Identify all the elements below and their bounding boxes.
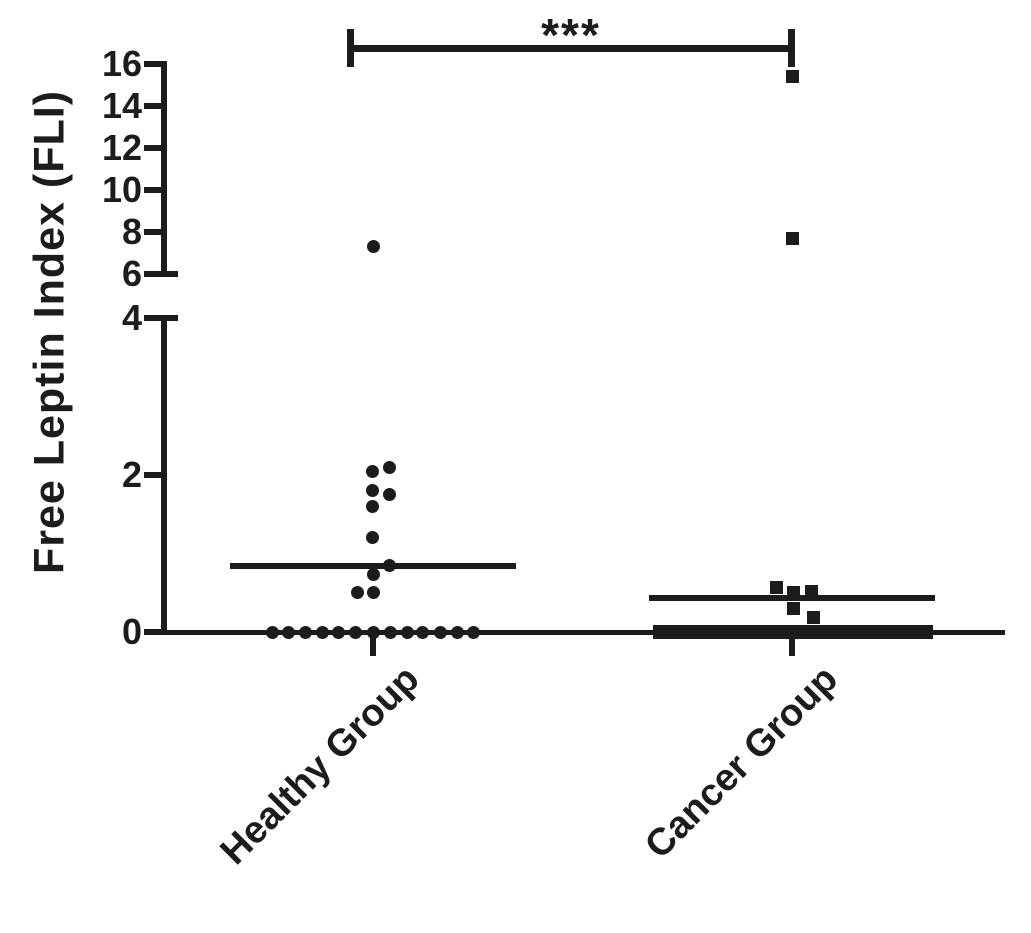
y-tick-label: 2: [121, 454, 142, 495]
y-axis-upper-segment: [161, 61, 167, 277]
data-point-square: [786, 70, 799, 83]
y-axis-lower-segment: [161, 315, 167, 635]
y-tick-label: 0: [121, 611, 142, 652]
data-point-circle: [401, 626, 414, 639]
data-point-circle: [416, 626, 429, 639]
data-point-circle: [451, 626, 464, 639]
data-point-circle: [366, 500, 379, 513]
y-tick: [144, 103, 161, 109]
y-tick: [144, 187, 161, 193]
data-point-circle: [366, 465, 379, 478]
data-point-circle: [332, 626, 345, 639]
y-axis-break-cap: [144, 271, 178, 277]
x-axis-line: [161, 630, 1005, 635]
y-tick-label: 12: [101, 127, 142, 168]
y-tick: [144, 629, 161, 635]
data-point-circle: [316, 626, 329, 639]
y-tick-label: 16: [101, 43, 142, 84]
data-point-square: [787, 602, 800, 615]
data-point-circle: [367, 568, 380, 581]
x-tick-cancer: [789, 632, 795, 656]
data-point-circle: [434, 626, 447, 639]
data-point-circle: [383, 488, 396, 501]
significance-label: ***: [541, 9, 601, 61]
x-tick-healthy: [370, 632, 376, 656]
data-point-circle: [367, 586, 380, 599]
significance-bracket-line: [347, 45, 795, 52]
y-tick-label: 8: [121, 211, 142, 252]
data-point-circle: [266, 626, 279, 639]
y-tick: [144, 145, 161, 151]
y-tick: [144, 61, 161, 67]
y-tick-label: 14: [101, 85, 142, 126]
data-point-circle: [282, 626, 295, 639]
y-tick-label: 4: [121, 297, 142, 338]
data-point-circle: [299, 626, 312, 639]
mean-line: [649, 595, 935, 601]
y-tick-label: 10: [101, 169, 142, 210]
y-tick: [144, 229, 161, 235]
significance-bracket-left-cap: [347, 29, 354, 67]
data-point-square: [805, 585, 818, 598]
data-point-circle: [383, 461, 396, 474]
data-point-circle: [367, 626, 380, 639]
data-point-circle: [367, 240, 380, 253]
mean-line: [230, 563, 516, 569]
data-point-square: [770, 581, 783, 594]
zero-overlap-band: [653, 625, 933, 639]
data-point-square: [786, 232, 799, 245]
significance-bracket-right-cap: [788, 29, 795, 67]
data-point-circle: [467, 626, 480, 639]
y-axis-title: Free Leptin Index (FLI): [25, 89, 74, 575]
y-tick: [144, 472, 161, 478]
data-point-circle: [366, 531, 379, 544]
data-point-circle: [351, 586, 364, 599]
y-tick-label: 6: [121, 253, 142, 294]
data-point-circle: [366, 484, 379, 497]
data-point-circle: [349, 626, 362, 639]
data-point-circle: [384, 626, 397, 639]
data-point-square: [807, 611, 820, 624]
y-axis-break-cap: [144, 315, 178, 321]
